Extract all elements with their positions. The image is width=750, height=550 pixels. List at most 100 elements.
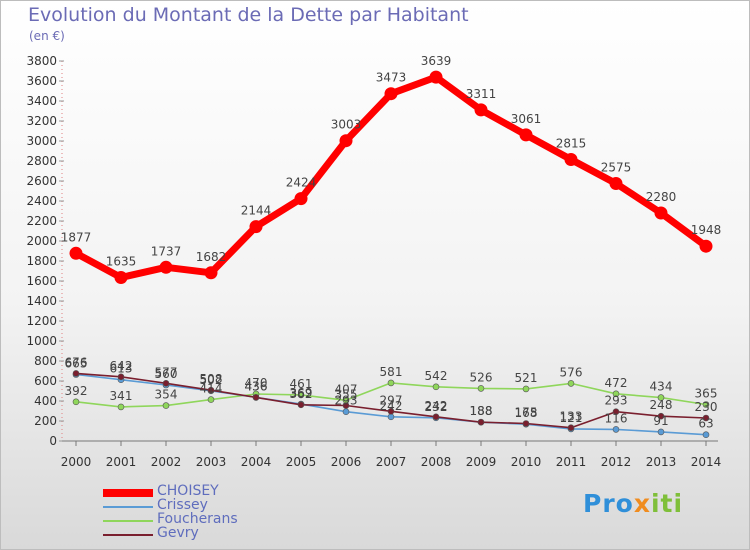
- data-point-gevry: [117, 373, 125, 381]
- data-label-choisey: 1948: [691, 223, 722, 237]
- data-point-choisey: [609, 177, 623, 190]
- data-point-foucherans: [117, 403, 125, 411]
- data-label-gevry: 642: [110, 359, 133, 373]
- data-point-gevry: [432, 413, 440, 421]
- data-label-crissey: 91: [653, 414, 668, 428]
- x-tick-label: 2007: [376, 455, 407, 469]
- data-label-choisey: 1635: [106, 255, 137, 269]
- legend-label: CHOISEY: [157, 483, 219, 499]
- data-label-choisey: 3311: [466, 87, 497, 101]
- data-label-foucherans: 392: [65, 384, 88, 398]
- data-point-foucherans: [522, 385, 530, 393]
- data-label-gevry: 362: [290, 387, 313, 401]
- y-tick-label: 600: [34, 374, 57, 388]
- data-label-gevry: 676: [65, 355, 88, 369]
- data-label-crissey: 116: [605, 411, 628, 425]
- x-tick-label: 2000: [61, 455, 92, 469]
- x-tick-label: 2012: [601, 455, 632, 469]
- data-label-foucherans: 407: [335, 382, 358, 396]
- data-point-gevry: [387, 407, 395, 415]
- data-label-gevry: 230: [695, 400, 718, 414]
- data-point-choisey: [519, 128, 533, 142]
- data-point-gevry: [297, 401, 305, 409]
- data-label-gevry: 188: [470, 404, 493, 418]
- data-label-crissey: 293: [335, 394, 358, 408]
- data-point-choisey: [699, 239, 713, 253]
- data-point-choisey: [159, 260, 173, 274]
- y-tick-label: 1400: [26, 294, 57, 308]
- y-tick-label: 2200: [26, 214, 57, 228]
- y-tick-label: 800: [34, 354, 57, 368]
- data-label-crissey: 63: [698, 417, 713, 431]
- data-label-crissey: 121: [560, 411, 583, 425]
- x-tick-label: 2014: [691, 455, 722, 469]
- data-point-choisey: [249, 220, 263, 234]
- data-point-foucherans: [477, 385, 485, 392]
- data-point-foucherans: [657, 394, 665, 401]
- legend-swatch: [103, 506, 153, 508]
- data-label-gevry: 133: [560, 410, 583, 424]
- x-tick-label: 2005: [286, 455, 317, 469]
- x-tick-label: 2013: [646, 455, 677, 469]
- data-point-foucherans: [72, 398, 80, 406]
- data-point-crissey: [657, 428, 665, 436]
- data-point-gevry: [657, 412, 665, 420]
- data-point-gevry: [72, 370, 80, 377]
- data-label-gevry: 577: [155, 365, 178, 379]
- data-label-crissey: 613: [110, 362, 133, 376]
- y-tick-label: 1800: [26, 254, 57, 268]
- data-point-gevry: [567, 424, 575, 432]
- data-point-choisey: [204, 266, 218, 280]
- data-label-crissey: 436: [245, 379, 268, 393]
- data-label-choisey: 3061: [511, 112, 542, 126]
- data-point-gevry: [252, 394, 260, 401]
- data-label-gevry: 436: [245, 379, 268, 393]
- data-label-crissey: 168: [515, 406, 538, 420]
- y-tick-label: 400: [34, 394, 57, 408]
- data-label-choisey: 2815: [556, 137, 587, 151]
- y-tick-label: 0: [49, 434, 57, 448]
- x-tick-label: 2008: [421, 455, 452, 469]
- data-point-choisey: [654, 206, 668, 220]
- y-tick-label: 1000: [26, 334, 57, 348]
- legend-label: Foucherans: [157, 511, 238, 527]
- data-label-choisey: 2424: [286, 176, 317, 190]
- data-point-choisey: [294, 192, 308, 206]
- data-point-choisey: [429, 70, 443, 84]
- data-label-foucherans: 542: [425, 369, 448, 383]
- legend-swatch: [103, 520, 153, 522]
- data-point-choisey: [384, 87, 398, 101]
- data-label-choisey: 3003: [331, 118, 362, 132]
- y-tick-label: 2000: [26, 234, 57, 248]
- data-point-foucherans: [612, 390, 620, 398]
- data-label-choisey: 3473: [376, 71, 407, 85]
- data-point-gevry: [162, 379, 170, 387]
- data-point-gevry: [522, 420, 530, 427]
- data-point-crissey: [387, 413, 395, 421]
- data-label-crissey: 560: [155, 367, 178, 381]
- chart-title: Evolution du Montant de la Dette par Hab…: [28, 4, 469, 26]
- legend-label: Crissey: [157, 497, 208, 513]
- data-point-crissey: [342, 408, 350, 416]
- data-label-foucherans: 414: [200, 382, 223, 396]
- data-label-gevry: 242: [425, 399, 448, 413]
- data-label-foucherans: 521: [515, 371, 538, 385]
- data-point-choisey: [474, 103, 488, 117]
- y-tick-label: 1600: [26, 274, 57, 288]
- x-tick-label: 2004: [241, 455, 272, 469]
- data-point-foucherans: [387, 379, 395, 387]
- y-tick-label: 3800: [26, 54, 57, 68]
- data-label-foucherans: 472: [605, 376, 628, 390]
- data-label-foucherans: 354: [155, 388, 178, 402]
- data-label-crissey: 242: [380, 399, 403, 413]
- data-label-choisey: 1682: [196, 250, 227, 264]
- data-label-gevry: 508: [200, 372, 223, 386]
- data-label-choisey: 2144: [241, 204, 272, 218]
- data-label-gevry: 297: [380, 393, 403, 407]
- legend-swatch: [103, 534, 153, 536]
- data-point-choisey: [114, 271, 128, 284]
- data-label-foucherans: 576: [560, 365, 583, 379]
- x-tick-label: 2006: [331, 455, 362, 469]
